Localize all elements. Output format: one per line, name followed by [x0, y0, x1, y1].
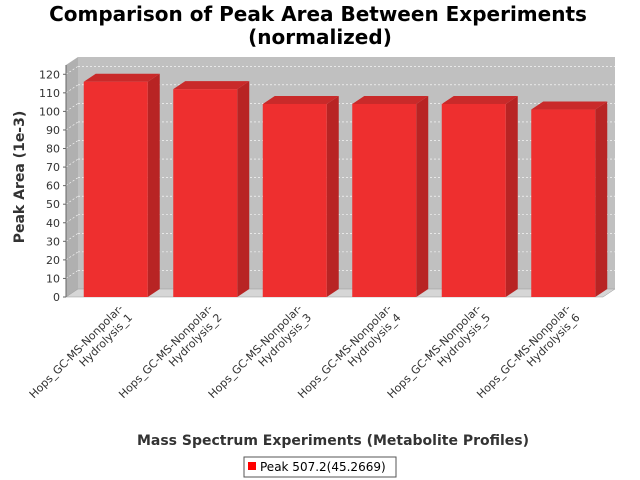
y-tick-label: 30 [46, 235, 60, 248]
gridline [65, 84, 79, 94]
legend-series-label: Peak 507.2(45.2669) [260, 460, 386, 474]
y-axis-ticks: 0 10 20 30 40 50 60 70 80 90 100 110 120 [39, 65, 67, 304]
y-tick-label: 60 [46, 180, 60, 193]
bar-top [83, 73, 160, 82]
y-tick-label: 10 [46, 272, 60, 285]
gridline [65, 121, 79, 131]
y-tick-label: 40 [46, 217, 60, 230]
gridline [65, 214, 79, 224]
y-axis-label: Peak Area (1e-3) [12, 111, 28, 244]
y-tick-label: 90 [46, 124, 60, 137]
bars [83, 73, 608, 298]
bar-side [505, 95, 518, 297]
legend: Peak 507.2(45.2669) [243, 456, 397, 478]
y-tick-label: 120 [39, 68, 60, 81]
bar [83, 81, 148, 297]
y-tick-label: 20 [46, 254, 60, 267]
gridline [65, 158, 79, 168]
bar [352, 103, 417, 297]
plot-left-wall [66, 57, 78, 297]
gridline [65, 140, 79, 149]
legend-box [243, 456, 397, 478]
bar-side [237, 81, 250, 298]
gridline [65, 270, 79, 279]
x-tick-label-line: Hops_GC-MS-Nonpolar- [27, 302, 126, 401]
y-tick-label: 70 [46, 161, 60, 174]
chart-title: Comparison of Peak Area Between Experime… [49, 2, 587, 26]
plot-back-wall [78, 57, 615, 289]
y-tick-label: 50 [46, 198, 60, 211]
bar-side [595, 101, 608, 297]
gridline [65, 66, 79, 75]
gridline [65, 233, 79, 242]
gridline [65, 195, 79, 205]
y-tick-label: 80 [46, 143, 60, 156]
bar [173, 89, 238, 298]
bar [262, 103, 327, 297]
y-tick-label: 110 [39, 87, 60, 100]
gridline [65, 177, 79, 186]
bar-top [352, 95, 429, 104]
bar-top [173, 81, 250, 90]
bar-top [531, 101, 608, 110]
bar-top [262, 95, 339, 104]
legend-swatch [248, 462, 256, 470]
x-axis-label: Mass Spectrum Experiments (Metabolite Pr… [137, 433, 529, 449]
gridline [65, 103, 79, 112]
gridline [65, 251, 79, 261]
bar-side [416, 95, 429, 297]
y-tick-label: 100 [39, 105, 60, 118]
bar-top [441, 95, 518, 104]
bar [441, 103, 506, 297]
bar [531, 109, 596, 297]
x-axis-ticks: Hops_GC-MS-Nonpolar-Hydrolysis_1Hops_GC-… [27, 302, 583, 401]
y-tick-label: 0 [53, 291, 60, 304]
bar-side [326, 95, 339, 297]
bar-side [147, 73, 160, 297]
chart-subtitle: (normalized) [248, 25, 392, 49]
